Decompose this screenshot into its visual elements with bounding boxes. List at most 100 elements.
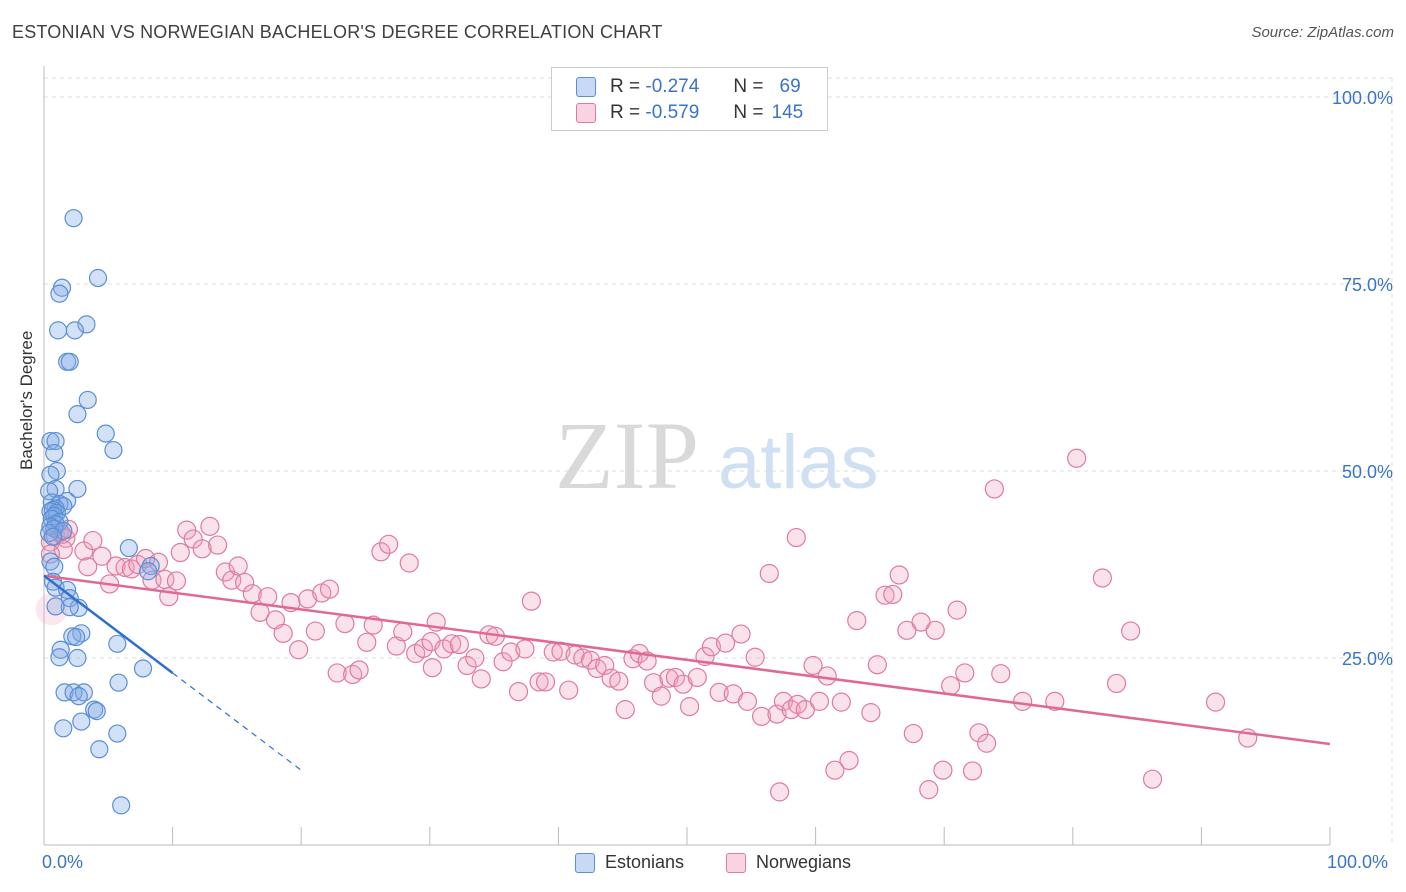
norwegian-point <box>1121 621 1141 641</box>
y-tick-label: 50.0% <box>1342 462 1393 482</box>
norwegian-point <box>78 557 98 577</box>
norwegian-point <box>228 556 248 576</box>
norwegian-point <box>883 584 903 605</box>
legend-n-label: N = <box>733 102 764 123</box>
norwegian-point <box>745 647 765 667</box>
estonian-point <box>68 479 87 499</box>
legend-swatch-blue <box>575 852 595 873</box>
estonian-point <box>87 702 106 721</box>
norwegian-point <box>335 613 355 634</box>
legend-n-label: N = <box>733 76 764 97</box>
legend-item-norwegians[interactable]: Norwegians <box>726 852 851 873</box>
legend-n-value: 69 <box>779 76 801 97</box>
estonian-point <box>104 440 123 460</box>
stats-legend: R = -0.274 N = 69 R = -0.579 N = 145 <box>551 67 828 131</box>
norwegian-point <box>803 655 823 676</box>
norwegian-point <box>305 621 325 641</box>
norwegian-point <box>809 691 830 711</box>
watermark-atlas: atlas <box>718 420 879 505</box>
estonian-point <box>41 431 60 451</box>
legend-swatch-pink <box>726 852 746 873</box>
norwegian-point <box>573 648 593 668</box>
estonian-point <box>72 712 91 731</box>
legend-swatch-pink <box>576 103 596 123</box>
estonian-point <box>108 724 127 743</box>
norwegian-point <box>609 671 629 691</box>
norwegian-point <box>327 663 347 683</box>
norwegian-point <box>651 686 671 706</box>
norwegian-point <box>273 623 293 643</box>
estonian-point <box>50 284 69 303</box>
norwegian-point <box>847 610 867 631</box>
estonian-point <box>133 659 153 678</box>
norwegian-point <box>208 535 228 555</box>
legend-r-value: -0.579 <box>645 102 700 123</box>
norwegian-point <box>242 584 262 604</box>
estonian-point <box>45 443 64 463</box>
norwegian-point <box>867 655 887 675</box>
norwegian-point <box>170 542 190 563</box>
norwegian-point <box>53 539 73 560</box>
y-tick-label: 100.0% <box>1332 88 1393 108</box>
norwegian-point <box>83 530 103 551</box>
norwegian-point <box>933 760 953 780</box>
estonian-point <box>54 719 73 738</box>
estonian-point <box>54 521 73 540</box>
norwegian-point <box>941 676 961 696</box>
y-axis-title: Bachelor's Degree <box>17 330 36 470</box>
x-tick-label-min: 0.0% <box>42 852 84 872</box>
norwegian-point <box>386 636 406 656</box>
norwegian-point <box>925 620 945 640</box>
x-tick-label-max: 100.0% <box>1327 852 1389 872</box>
legend-item-estonians[interactable]: Estonians <box>575 852 684 873</box>
norwegian-point <box>825 760 845 780</box>
norwegian-point <box>769 782 790 802</box>
norwegian-point <box>709 682 729 703</box>
norwegian-point <box>235 572 255 593</box>
legend-swatch-blue <box>576 77 596 97</box>
axes <box>43 66 1331 846</box>
estonian-point <box>51 640 70 659</box>
norwegian-point <box>465 648 485 668</box>
estonian-point <box>96 424 115 443</box>
norwegian-point <box>955 663 975 683</box>
norwegian-point <box>1013 691 1033 711</box>
norwegian-point <box>379 534 399 554</box>
norwegian-point <box>781 700 801 720</box>
norwegian-point <box>947 600 967 620</box>
norwegian-point <box>861 703 881 723</box>
norwegian-point <box>731 624 751 644</box>
norwegian-point <box>984 479 1004 499</box>
norwegian-point <box>687 667 707 688</box>
norwegian-point <box>200 516 220 536</box>
estonian-trend-extension <box>172 672 302 771</box>
norwegian-point <box>601 668 621 688</box>
legend-r-label: R = <box>610 76 641 97</box>
estonian-point <box>60 598 79 617</box>
estonian-point <box>69 687 88 706</box>
estonian-point <box>119 538 138 558</box>
norwegian-point <box>357 632 377 652</box>
norwegian-point <box>969 723 989 743</box>
norwegian-point <box>587 658 607 679</box>
norwegian-point <box>991 664 1011 684</box>
norwegian-point <box>1092 568 1112 588</box>
estonian-point <box>65 321 84 340</box>
norwegian-point <box>319 579 340 599</box>
norwegian-point <box>773 691 794 711</box>
norwegian-point <box>786 527 806 548</box>
norwegian-point <box>413 638 433 658</box>
estonian-point <box>139 562 158 581</box>
estonian-point <box>77 315 96 334</box>
norwegian-point <box>457 655 477 676</box>
legend-row-estonians: R = -0.274 N = 69 <box>576 76 801 98</box>
series-legend: Estonians Norwegians <box>0 852 1406 878</box>
chart-title: ESTONIAN VS NORWEGIAN BACHELOR'S DEGREE … <box>12 22 663 42</box>
norwegian-point <box>795 700 815 720</box>
norwegian-point <box>535 672 556 692</box>
estonian-point <box>64 209 83 228</box>
legend-n-value: 145 <box>771 102 804 123</box>
estonian-point <box>45 557 64 576</box>
norwegian-point <box>349 660 369 680</box>
